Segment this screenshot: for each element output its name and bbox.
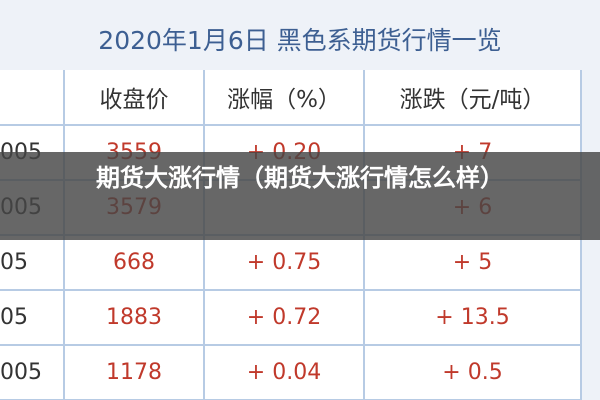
table-cell: + 0.5 <box>365 346 582 400</box>
column-header <box>0 70 65 126</box>
table-cell: 1178 <box>65 346 205 400</box>
table-cell: + 0.04 <box>205 346 365 400</box>
table-cell: + 0.75 <box>205 236 365 291</box>
overlay-band <box>0 152 600 240</box>
table-cell: 05 <box>0 236 65 291</box>
column-header: 收盘价 <box>65 70 205 126</box>
table-cell: + 5 <box>365 236 582 291</box>
table-cell: 05 <box>0 291 65 346</box>
table-cell: + 13.5 <box>365 291 582 346</box>
table-cell: 1883 <box>65 291 205 346</box>
overlay-title: 期货大涨行情（期货大涨行情怎么样） <box>96 164 504 192</box>
table-cell: 668 <box>65 236 205 291</box>
table-cell: + 0.72 <box>205 291 365 346</box>
table-title: 2020年1月6日 黑色系期货行情一览 <box>98 26 502 55</box>
table-cell: 005 <box>0 346 65 400</box>
column-header: 涨跌（元/吨） <box>365 70 582 126</box>
column-header: 涨幅（%） <box>205 70 365 126</box>
